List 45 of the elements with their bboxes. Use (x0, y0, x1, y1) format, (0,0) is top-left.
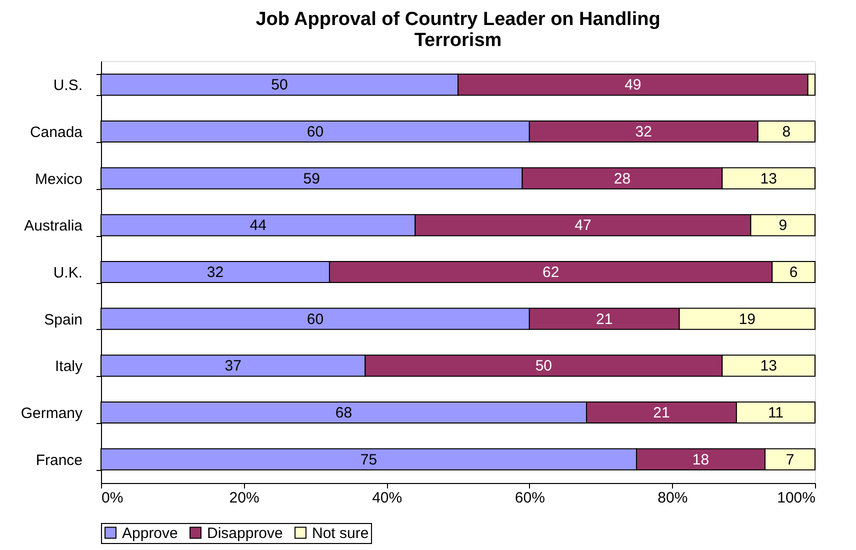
x-tick-label: 80% (658, 490, 688, 506)
data-label: 21 (596, 310, 613, 328)
y-tick-label: U.S. (53, 77, 82, 94)
data-label: 13 (760, 358, 777, 375)
chart-title: Job Approval of Country Leader on Handling Terrorism (256, 9, 660, 51)
y-tick-label: Canada (30, 124, 84, 141)
x-tick-label: 100% (777, 490, 816, 506)
data-label: 37 (224, 358, 242, 375)
data-label: 19 (738, 310, 756, 328)
y-tick-label: Italy (54, 358, 83, 376)
data-label: 49 (624, 76, 642, 94)
data-label: 50 (535, 358, 552, 375)
x-tick-label: 20% (229, 490, 260, 506)
y-tick-label: Australia (24, 218, 84, 235)
legend-label: Disapprove (207, 524, 283, 542)
data-label: 9 (778, 217, 788, 234)
data-label: 62 (542, 264, 560, 281)
legend-label: Not sure (312, 524, 369, 542)
data-label: 68 (335, 404, 352, 422)
data-label: 7 (786, 451, 794, 468)
data-label: 32 (206, 264, 224, 281)
data-label: 59 (303, 170, 320, 188)
y-tick-label: Germany (20, 405, 83, 422)
data-label: 18 (692, 451, 710, 468)
data-label: 44 (250, 217, 266, 234)
legend-label: Approve (122, 524, 178, 542)
y-tick-label: France (36, 452, 82, 469)
data-label: 50 (271, 76, 288, 94)
y-tick-label: Mexico (34, 170, 82, 188)
data-label: 6 (789, 264, 798, 281)
data-label: 60 (306, 123, 324, 140)
data-label: 32 (635, 123, 652, 140)
data-label: 21 (653, 404, 670, 422)
data-label: 47 (574, 217, 592, 234)
data-label: 60 (306, 310, 324, 328)
x-tick-label: 0% (102, 490, 124, 506)
data-label: 8 (782, 123, 791, 140)
data-label: 13 (760, 170, 777, 188)
y-tick-label: Spain (44, 311, 82, 328)
x-tick-label: 40% (372, 490, 402, 506)
data-label: 28 (614, 170, 631, 188)
x-tick-label: 60% (514, 490, 545, 506)
data-label: 75 (360, 451, 378, 468)
y-tick-label: U.K. (53, 264, 82, 282)
data-label: 11 (768, 404, 784, 422)
